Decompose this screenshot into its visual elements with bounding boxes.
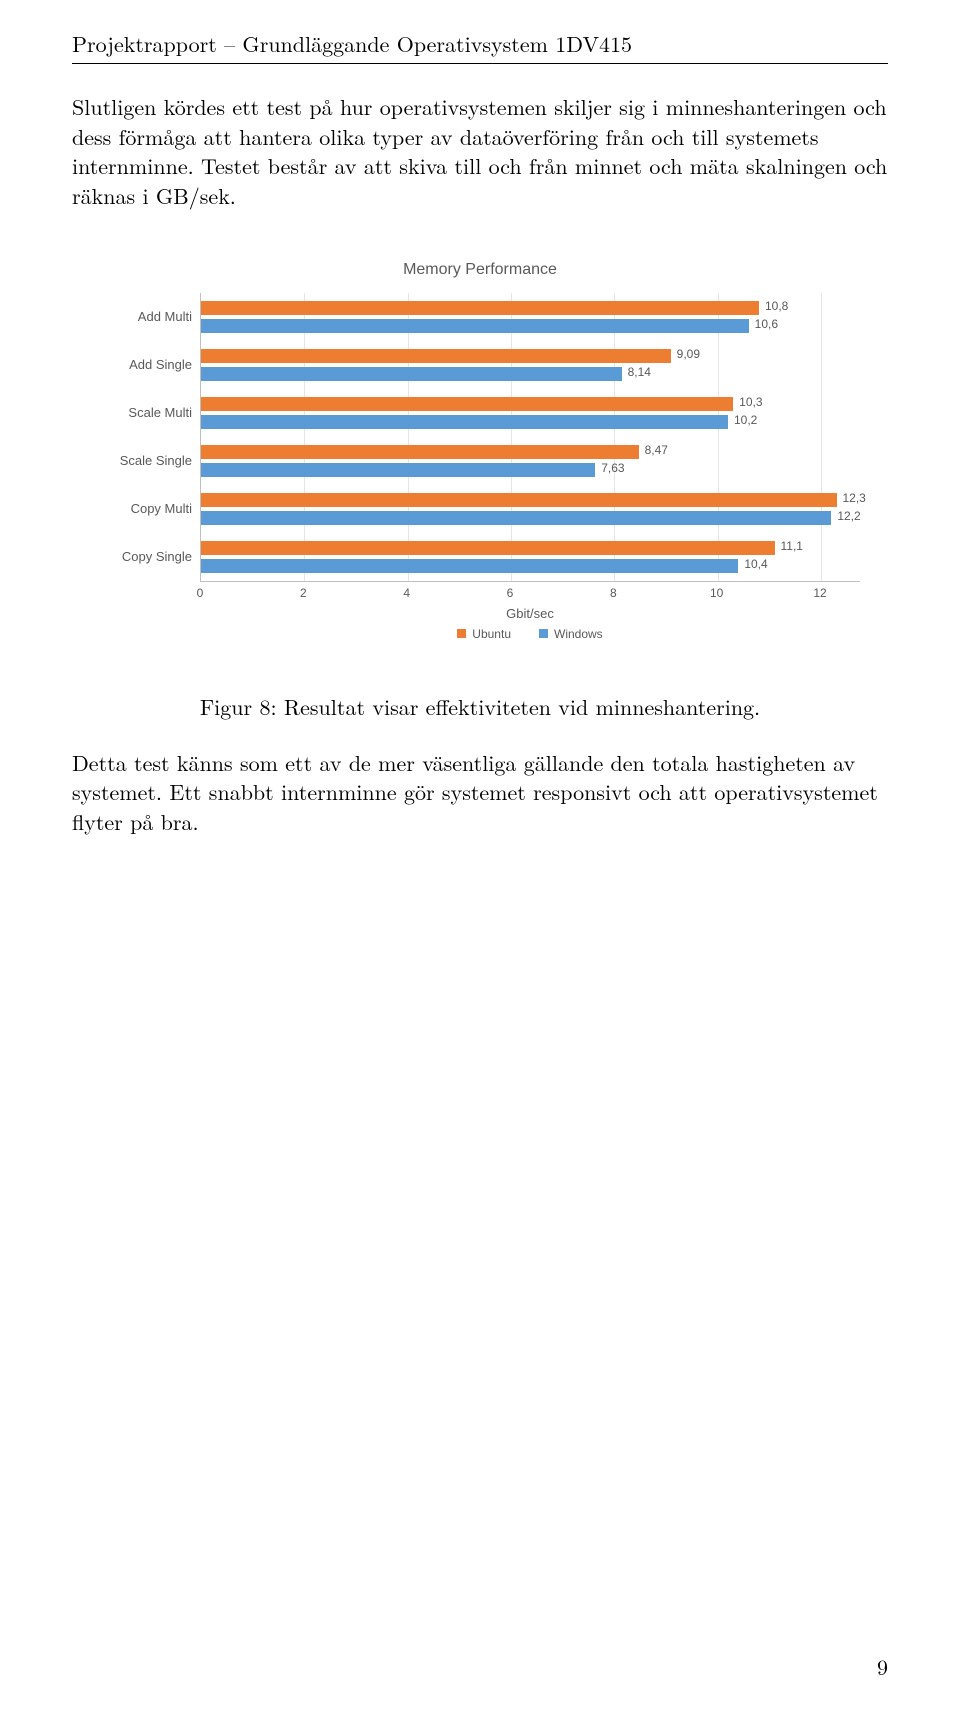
paragraph-conclusion: Detta test känns som ett av de mer väsen… — [72, 748, 888, 837]
chart-bar-windows — [201, 319, 749, 333]
legend-label-windows: Windows — [554, 627, 603, 641]
chart-value-label: 12,2 — [837, 509, 860, 523]
chart-bar-ubuntu — [201, 301, 759, 315]
legend-item-windows: Windows — [539, 627, 603, 641]
swatch-ubuntu — [457, 629, 466, 638]
chart-bar-ubuntu — [201, 397, 733, 411]
chart-value-label: 8,47 — [645, 443, 668, 457]
header-rule — [72, 63, 888, 64]
chart-bar-group: 10,8 10,6 — [201, 293, 860, 341]
chart-x-tick: 0 — [197, 586, 204, 600]
page-number: 9 — [877, 1651, 888, 1682]
chart-value-label: 10,3 — [739, 395, 762, 409]
chart-x-axis: 024681012 — [200, 586, 820, 604]
chart-x-axis-title: Gbit/sec — [200, 606, 860, 621]
swatch-windows — [539, 629, 548, 638]
chart-bar-group: 11,1 10,4 — [201, 533, 860, 581]
chart-y-labels: Add MultiAdd SingleScale MultiScale Sing… — [100, 293, 200, 582]
chart-x-tick: 4 — [403, 586, 410, 600]
chart-y-label: Scale Multi — [100, 389, 200, 437]
chart-value-label: 10,8 — [765, 299, 788, 313]
chart-y-label: Add Single — [100, 341, 200, 389]
chart-plot-area: 10,8 10,6 9,09 8,14 10,3 10,2 8,47 7,63 12,312,2… — [200, 293, 860, 582]
chart-bar-group: 10,3 10,2 — [201, 389, 860, 437]
chart-legend: Ubuntu Windows — [200, 627, 860, 641]
chart-value-label: 7,63 — [601, 461, 624, 475]
chart-value-label: 12,3 — [843, 491, 866, 505]
figure-caption: Figur 8: Resultat visar effektiviteten v… — [72, 691, 888, 722]
legend-label-ubuntu: Ubuntu — [472, 627, 511, 641]
chart-x-tick: 12 — [813, 586, 826, 600]
chart-value-label: 10,6 — [755, 317, 778, 331]
chart-bar-group: 9,09 8,14 — [201, 341, 860, 389]
chart-x-tick: 6 — [507, 586, 514, 600]
chart-bar-ubuntu — [201, 445, 639, 459]
chart-bar-windows — [201, 415, 728, 429]
doc-header-title: Projektrapport – Grundläggande Operativs… — [72, 28, 888, 59]
chart-value-label: 10,4 — [744, 557, 767, 571]
chart-bar-group: 8,47 7,63 — [201, 437, 860, 485]
chart-x-tick: 10 — [710, 586, 723, 600]
chart-value-label: 8,14 — [628, 365, 651, 379]
chart-y-label: Add Multi — [100, 293, 200, 341]
chart-bar-windows — [201, 463, 595, 477]
legend-item-ubuntu: Ubuntu — [457, 627, 511, 641]
chart-title: Memory Performance — [100, 261, 860, 279]
chart-bar-windows — [201, 367, 622, 381]
chart-y-label: Scale Single — [100, 437, 200, 485]
chart-bar-ubuntu — [201, 493, 837, 507]
memory-performance-chart: Memory Performance Add MultiAdd SingleSc… — [100, 261, 860, 641]
chart-bar-group: 12,312,2 — [201, 485, 860, 533]
chart-y-label: Copy Multi — [100, 485, 200, 533]
chart-x-tick: 2 — [300, 586, 307, 600]
chart-bar-ubuntu — [201, 541, 775, 555]
chart-bar-ubuntu — [201, 349, 671, 363]
paragraph-intro: Slutligen kördes ett test på hur operati… — [72, 92, 888, 211]
chart-bar-windows — [201, 511, 831, 525]
chart-value-label: 10,2 — [734, 413, 757, 427]
chart-y-label: Copy Single — [100, 533, 200, 581]
chart-x-tick: 8 — [610, 586, 617, 600]
chart-bar-windows — [201, 559, 738, 573]
chart-value-label: 11,1 — [781, 539, 803, 553]
chart-value-label: 9,09 — [677, 347, 700, 361]
